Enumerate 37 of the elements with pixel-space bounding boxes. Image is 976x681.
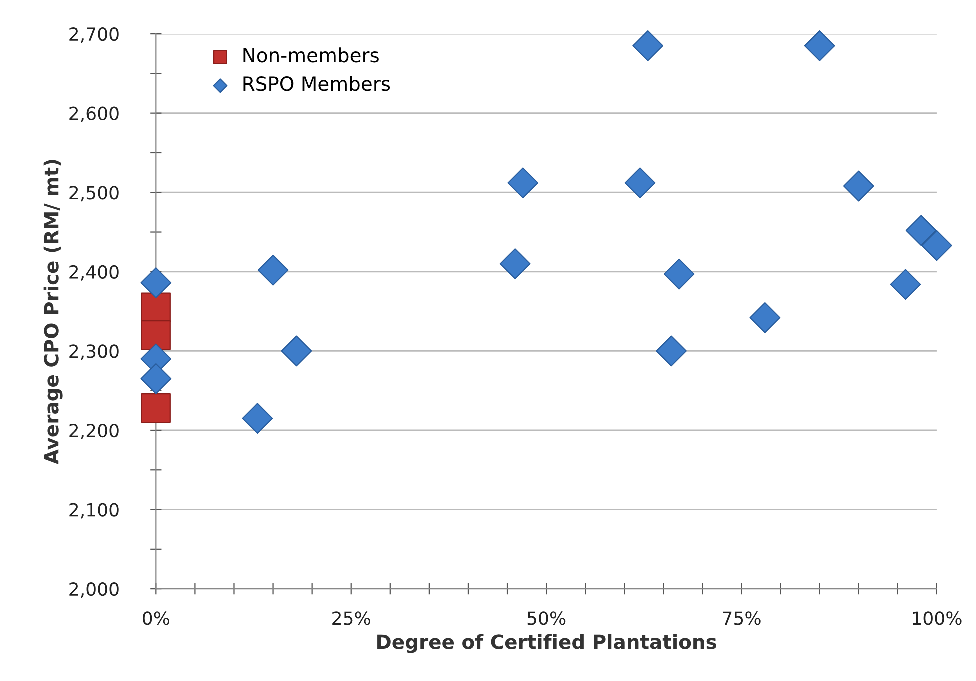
point bbox=[140, 268, 172, 298]
point bbox=[656, 336, 687, 367]
point bbox=[922, 230, 952, 262]
point bbox=[890, 269, 922, 300]
x-tick-label: 75% bbox=[723, 612, 761, 626]
x-tick-label: 25% bbox=[332, 612, 370, 626]
y-tick-label: 2,300 bbox=[70, 344, 119, 360]
point bbox=[906, 215, 937, 246]
y-axis-title: Average CPO Price (RM/ mt) bbox=[44, 160, 63, 465]
point bbox=[664, 258, 695, 290]
point bbox=[141, 320, 171, 350]
x-tick-label: 100% bbox=[913, 612, 962, 626]
y-tick-label: 2,000 bbox=[70, 582, 119, 598]
point bbox=[624, 168, 656, 199]
point bbox=[140, 364, 172, 394]
legend-label: Non-members bbox=[244, 48, 379, 63]
y-tick-label: 2,500 bbox=[70, 186, 119, 202]
y-tick-label: 2,100 bbox=[70, 503, 119, 519]
point bbox=[281, 336, 312, 367]
x-axis-title: Degree of Certified Plantations bbox=[378, 634, 716, 654]
point bbox=[141, 292, 171, 322]
y-tick-label: 2,400 bbox=[70, 265, 119, 281]
y-tick-label: 2,700 bbox=[70, 28, 119, 44]
y-tick-label: 2,200 bbox=[70, 424, 119, 440]
x-tick-label: 50% bbox=[528, 612, 566, 626]
point bbox=[632, 30, 664, 62]
x-tick-label: 0% bbox=[143, 612, 170, 626]
point bbox=[843, 170, 874, 202]
point bbox=[508, 168, 539, 199]
point bbox=[242, 403, 274, 434]
y-tick-label: 2,600 bbox=[70, 106, 119, 122]
legend-label: RSPO Members bbox=[244, 76, 390, 92]
point bbox=[750, 302, 781, 334]
point bbox=[141, 394, 171, 424]
point bbox=[500, 248, 531, 280]
point bbox=[258, 254, 289, 286]
point bbox=[804, 30, 836, 62]
